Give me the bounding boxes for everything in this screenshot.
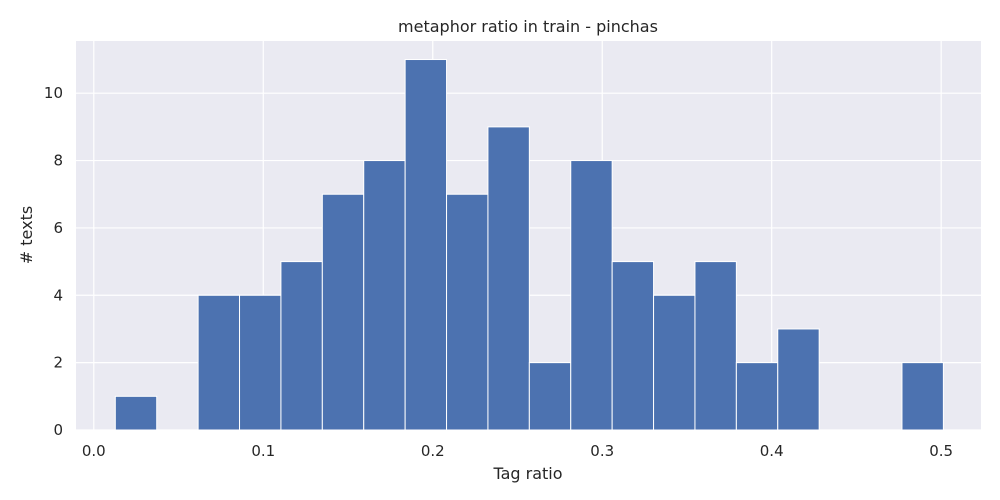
bar-3 [239, 294, 282, 431]
y-axis-label: # texts [17, 206, 36, 264]
x-tick-label-3: 0.3 [590, 442, 614, 460]
bar-10 [528, 362, 572, 431]
x-tick-label-4: 0.4 [760, 442, 784, 460]
bar-16 [777, 328, 820, 431]
bar-7 [404, 59, 448, 431]
bar-13 [653, 294, 696, 431]
bar-5 [321, 193, 365, 431]
bars-group [114, 59, 944, 431]
x-tick-label-0: 0.0 [82, 442, 106, 460]
bar-8 [446, 193, 489, 431]
bar-12 [611, 261, 655, 431]
y-tick-label-4: 8 [53, 152, 63, 170]
bar-14 [694, 261, 737, 431]
bar-6 [363, 160, 406, 431]
y-tick-label-3: 6 [53, 219, 63, 237]
chart-title: metaphor ratio in train - pinchas [398, 17, 658, 36]
y-tick-label-5: 10 [44, 84, 63, 102]
bar-11 [570, 160, 613, 431]
y-tick-label-2: 4 [53, 286, 63, 304]
x-tick-label-2: 0.2 [421, 442, 445, 460]
bar-19 [901, 362, 944, 431]
y-tick-label-1: 2 [53, 354, 63, 372]
bar-2 [197, 294, 241, 431]
bar-9 [487, 126, 530, 431]
bar-0 [114, 395, 158, 431]
bar-4 [280, 261, 323, 431]
y-axis-ticks: 0 2 4 6 8 10 [44, 84, 63, 439]
bar-15 [735, 362, 779, 431]
x-axis-ticks: 0.0 0.1 0.2 0.3 0.4 0.5 [82, 442, 953, 460]
x-axis-label: Tag ratio [492, 464, 562, 483]
y-tick-label-0: 0 [53, 421, 63, 439]
x-tick-label-1: 0.1 [251, 442, 275, 460]
x-tick-label-5: 0.5 [929, 442, 953, 460]
